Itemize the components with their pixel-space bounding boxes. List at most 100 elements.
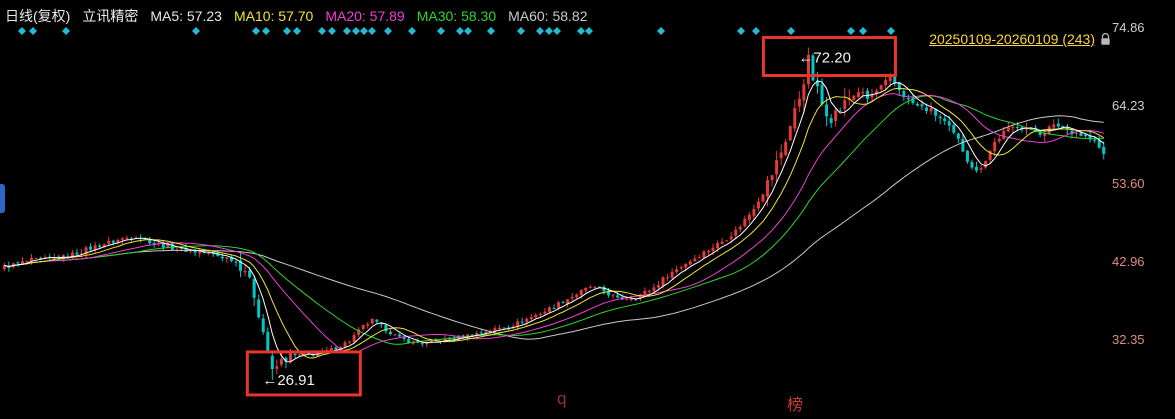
- candle-body: [970, 161, 974, 168]
- candle-body: [770, 175, 774, 181]
- candle-body: [779, 152, 783, 159]
- candle-body: [179, 247, 183, 249]
- event-marker-diamond[interactable]: [360, 27, 368, 35]
- candle-body: [947, 121, 951, 126]
- candle-body: [697, 257, 701, 259]
- event-marker-diamond[interactable]: [343, 27, 351, 35]
- event-marker-diamond[interactable]: [262, 27, 270, 35]
- event-marker-diamond[interactable]: [408, 27, 416, 35]
- event-marker-diamond[interactable]: [517, 27, 525, 35]
- candle-body: [379, 322, 383, 325]
- event-marker-diamond[interactable]: [737, 27, 745, 35]
- candle-body: [497, 327, 501, 329]
- candle-body: [257, 299, 261, 318]
- candle-body: [1038, 130, 1042, 135]
- candle-body: [507, 327, 511, 329]
- candle-body: [675, 269, 679, 272]
- candle-body: [852, 95, 856, 101]
- candle-body: [656, 285, 660, 288]
- candle-body: [784, 141, 788, 155]
- candle-body: [357, 329, 361, 335]
- candle-body: [961, 139, 965, 152]
- candle-body: [102, 244, 106, 247]
- candle-body: [261, 318, 265, 333]
- candle-body: [1088, 135, 1092, 140]
- event-marker-diamond[interactable]: [847, 27, 855, 35]
- lock-icon[interactable]: [1100, 32, 1111, 46]
- event-marker-diamond[interactable]: [545, 27, 553, 35]
- event-marker-diamond[interactable]: [553, 27, 561, 35]
- candle-body: [89, 246, 93, 250]
- candle-body: [39, 257, 43, 259]
- candle-body: [225, 257, 229, 259]
- event-marker-diamond[interactable]: [456, 27, 464, 35]
- candle-body: [516, 321, 520, 328]
- candle-body: [729, 236, 733, 240]
- event-marker-diamond[interactable]: [328, 27, 336, 35]
- event-marker-diamond[interactable]: [252, 27, 260, 35]
- candle-body: [529, 317, 533, 319]
- event-marker-diamond[interactable]: [752, 27, 760, 35]
- candle-body: [307, 352, 311, 355]
- candle-body: [929, 107, 933, 112]
- candle-body: [370, 318, 374, 324]
- event-marker-diamond[interactable]: [859, 27, 867, 35]
- candle-body: [711, 247, 715, 252]
- candle-body: [266, 331, 270, 353]
- candle-body: [979, 168, 983, 170]
- y-axis-label: 64.23: [1112, 98, 1145, 113]
- candle-body: [965, 150, 969, 162]
- event-marker-diamond[interactable]: [318, 27, 326, 35]
- candle-body: [570, 296, 574, 299]
- candle-body: [148, 238, 152, 244]
- y-axis-label: 74.86: [1112, 20, 1145, 35]
- event-marker-diamond[interactable]: [577, 27, 585, 35]
- event-marker-diamond[interactable]: [384, 27, 392, 35]
- date-range-selector[interactable]: 20250109-20260109 (243): [929, 31, 1111, 47]
- candle-body: [870, 94, 874, 98]
- event-marker-diamond[interactable]: [887, 27, 895, 35]
- watermark-character: 榜: [787, 397, 804, 414]
- candle-body: [670, 271, 674, 278]
- candle-body: [116, 239, 120, 243]
- event-marker-diamond[interactable]: [437, 27, 445, 35]
- candle-body: [652, 287, 656, 291]
- candle-body: [152, 243, 156, 245]
- candle-body: [98, 245, 102, 247]
- candle-body: [125, 237, 129, 239]
- candle-body: [688, 261, 692, 265]
- candle-body: [756, 201, 760, 209]
- event-marker-diamond[interactable]: [536, 27, 544, 35]
- event-marker-diamond[interactable]: [352, 27, 360, 35]
- event-marker-diamond[interactable]: [62, 27, 70, 35]
- candle-body: [366, 324, 370, 326]
- candle-body: [329, 348, 333, 351]
- ma-indicator-ma10: MA10: 57.70: [233, 8, 314, 24]
- candle-body: [906, 98, 910, 100]
- event-marker-diamond[interactable]: [18, 27, 26, 35]
- candle-body: [761, 194, 765, 202]
- event-marker-diamond[interactable]: [283, 27, 291, 35]
- candle-body: [925, 107, 929, 112]
- event-marker-diamond[interactable]: [487, 27, 495, 35]
- candle-body: [384, 325, 388, 332]
- event-marker-diamond[interactable]: [29, 27, 37, 35]
- candle-body: [1024, 128, 1028, 130]
- event-marker-diamond[interactable]: [464, 27, 472, 35]
- event-marker-diamond[interactable]: [657, 27, 665, 35]
- event-marker-diamond[interactable]: [787, 27, 795, 35]
- candle-body: [834, 110, 838, 122]
- event-marker-diamond[interactable]: [368, 27, 376, 35]
- event-marker-diamond[interactable]: [192, 27, 200, 35]
- candle-body: [161, 242, 165, 248]
- candle-body: [802, 84, 806, 101]
- candle-body: [829, 117, 833, 124]
- date-range-label[interactable]: 20250109-20260109 (243): [929, 31, 1095, 47]
- ma-indicator-ma30: MA30: 58.30: [416, 8, 497, 24]
- event-marker-diamond[interactable]: [293, 27, 301, 35]
- candle-body: [111, 240, 115, 243]
- candle-body: [557, 302, 561, 308]
- event-marker-diamond[interactable]: [585, 27, 593, 35]
